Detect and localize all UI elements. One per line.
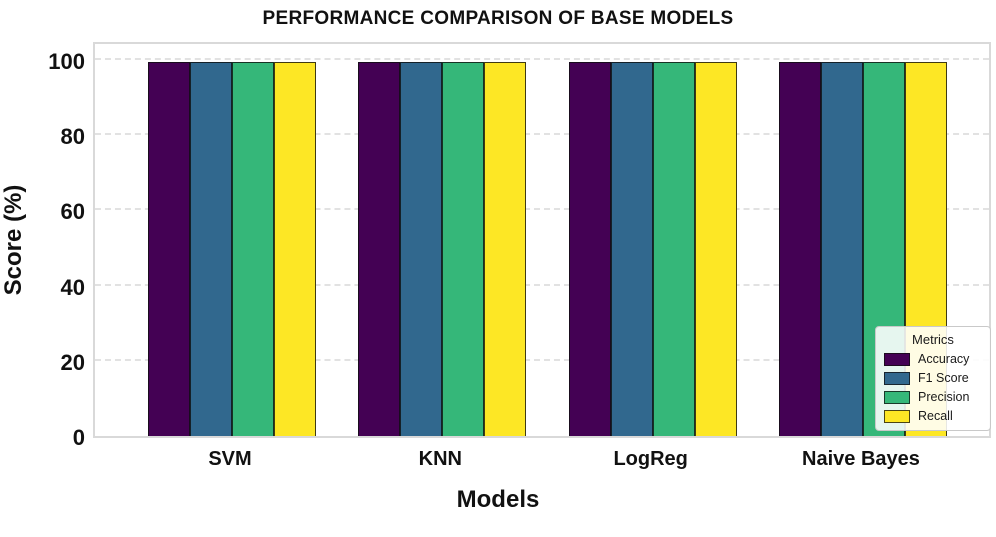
legend-swatch-recall: [884, 409, 910, 423]
legend-item-recall: Recall: [884, 409, 982, 423]
legend-label: Precision: [918, 390, 970, 404]
bar-knn-f1-score: [400, 61, 443, 436]
legend-title: Metrics: [912, 332, 954, 347]
gridline-20: [95, 358, 989, 361]
bar-logreg-precision: [652, 61, 695, 436]
y-tick-20: 20: [60, 349, 85, 375]
bar-logreg-f1-score: [610, 61, 653, 436]
legend-item-precision: Precision: [884, 390, 982, 404]
gridline-100: [95, 57, 989, 60]
y-tick-100: 100: [48, 48, 85, 74]
y-tick-40: 40: [60, 274, 85, 300]
x-tick-naive-bayes: Naive Bayes: [802, 448, 920, 470]
legend-item-f1-score: F1 Score: [884, 371, 982, 385]
bar-logreg-recall: [694, 61, 737, 436]
gridline-60: [95, 208, 989, 211]
x-tick-svm: SVM: [208, 448, 252, 470]
legend-label: Recall: [918, 409, 953, 423]
chart-title: PERFORMANCE COMPARISON OF BASE MODELS: [262, 8, 734, 29]
bar-knn-precision: [442, 61, 485, 436]
gridline-40: [95, 283, 989, 286]
legend-label: F1 Score: [918, 371, 969, 385]
legend-swatch-f1-score: [884, 371, 910, 385]
bar-knn-recall: [484, 61, 527, 436]
x-tick-logreg: LogReg: [613, 448, 688, 470]
legend-item-accuracy: Accuracy: [884, 352, 982, 366]
legend-swatch-accuracy: [884, 352, 910, 366]
gridline-80: [95, 133, 989, 136]
y-tick-60: 60: [60, 199, 85, 225]
bar-svm-accuracy: [148, 61, 190, 436]
plot-area: [93, 42, 991, 438]
bar-knn-accuracy: [358, 61, 401, 436]
legend: Metrics Accuracy F1 Score Precision Recall: [875, 326, 991, 431]
legend-label: Accuracy: [918, 352, 970, 366]
bar-logreg-accuracy: [568, 61, 611, 436]
bar-svm-f1-score: [190, 61, 232, 436]
y-tick-80: 80: [60, 124, 85, 150]
legend-items: Accuracy F1 Score Precision Recall: [884, 352, 982, 423]
bar-naive-bayes-f1-score: [820, 61, 863, 436]
bar-svm-precision: [232, 61, 274, 436]
y-tick-0: 0: [72, 425, 85, 450]
x-tick-knn: KNN: [418, 448, 462, 470]
x-axis-label: Models: [456, 486, 540, 513]
legend-swatch-precision: [884, 390, 910, 404]
bar-svm-recall: [274, 61, 316, 436]
bar-naive-bayes-accuracy: [778, 61, 821, 436]
